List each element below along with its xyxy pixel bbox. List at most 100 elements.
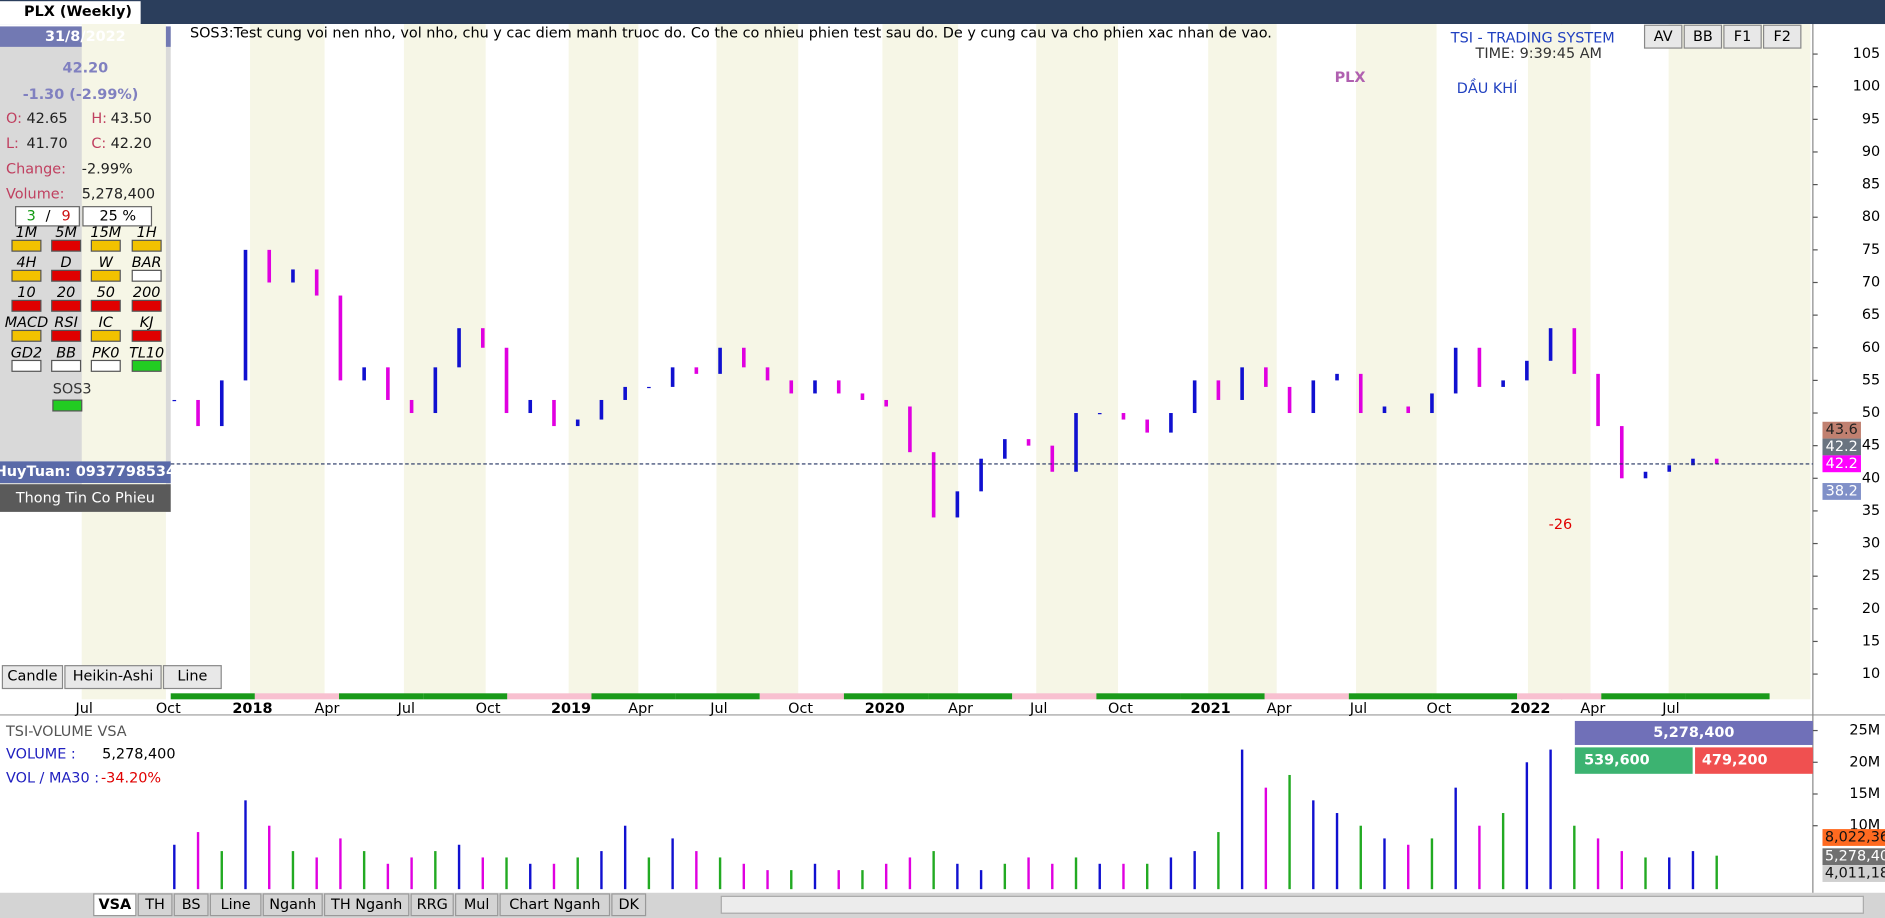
- bottom-tab[interactable]: [262, 893, 323, 917]
- bottom-tab[interactable]: [499, 893, 611, 917]
- y-tick-label: 75: [1862, 242, 1880, 258]
- bottom-tab[interactable]: [209, 893, 262, 917]
- volume-bar: [1383, 838, 1386, 890]
- x-tick-label: Jul: [1661, 701, 1679, 717]
- trend-band: [1685, 693, 1770, 700]
- signal-light: [52, 399, 83, 412]
- summary-box: [1574, 720, 1813, 745]
- candle: [1287, 386, 1292, 414]
- bottom-tab-label: RRG: [417, 897, 448, 913]
- style-button[interactable]: [1, 665, 64, 690]
- bottom-tab[interactable]: [410, 893, 454, 917]
- trend-band: [507, 693, 592, 700]
- candle: [599, 399, 604, 420]
- bottom-tab[interactable]: [611, 893, 647, 917]
- tool-button[interactable]: [1762, 24, 1802, 49]
- tool-button[interactable]: [1683, 24, 1723, 49]
- indicator-button[interactable]: [51, 359, 82, 372]
- tool-button[interactable]: [1643, 24, 1683, 49]
- volume-bar: [1525, 762, 1529, 890]
- high-label: H:: [91, 111, 107, 127]
- total: 9: [62, 208, 71, 224]
- trend-band: [1348, 693, 1433, 700]
- indicator-button[interactable]: [131, 359, 162, 372]
- candle: [1477, 347, 1482, 387]
- trend-band: [254, 693, 340, 700]
- volume-bar: [1501, 813, 1505, 890]
- indicator-button[interactable]: [11, 269, 42, 282]
- note: SOS3:Test cung voi nen nho, vol nho, chu…: [190, 26, 1272, 42]
- ratio-value: -34.20%: [101, 771, 161, 787]
- volume-bar: [1027, 857, 1030, 890]
- volume-bar: [1407, 844, 1410, 890]
- style-button[interactable]: [162, 665, 222, 690]
- style-button[interactable]: [64, 665, 162, 690]
- indicator-button[interactable]: [131, 299, 162, 312]
- bottom-tab[interactable]: [455, 893, 499, 917]
- y-tick-label: 40: [1862, 470, 1880, 486]
- indicator-button[interactable]: [131, 239, 162, 252]
- stripe: [1527, 24, 1591, 700]
- price-tag-label: 42.2: [1826, 439, 1858, 455]
- y-tick-label: 30: [1862, 536, 1880, 552]
- bottom-tab[interactable]: [93, 893, 137, 917]
- trend-band: [1432, 693, 1518, 700]
- tool-button[interactable]: [1723, 24, 1762, 49]
- indicator-button[interactable]: [11, 299, 42, 312]
- volume-bar: [505, 857, 508, 890]
- bottom-tab[interactable]: [137, 893, 173, 917]
- indicator-button[interactable]: [131, 269, 162, 282]
- candle: [1596, 373, 1600, 427]
- contact-bar: [0, 461, 171, 484]
- indicator-button[interactable]: [51, 239, 82, 252]
- indicator-button[interactable]: [11, 329, 42, 342]
- candle: [1430, 393, 1434, 414]
- tab[interactable]: [0, 1, 141, 25]
- x-tick-label: 2018: [232, 701, 272, 717]
- volume-bar: [1288, 774, 1291, 890]
- x-tick-label: Oct: [788, 701, 813, 717]
- candle: [742, 347, 746, 368]
- candle: [409, 399, 414, 414]
- indicator-button[interactable]: [90, 299, 121, 312]
- candle: [908, 406, 912, 453]
- x-tick-label: Apr: [1267, 701, 1292, 717]
- indicator-button[interactable]: [51, 269, 82, 282]
- indicator-button[interactable]: [90, 269, 121, 282]
- x-tick-label: Jul: [1349, 701, 1367, 717]
- indicator-button[interactable]: [131, 329, 162, 342]
- x-tick-label: Apr: [628, 701, 653, 717]
- indicator-button[interactable]: [11, 359, 42, 372]
- bottom-tab[interactable]: [323, 893, 410, 917]
- level-label: 4,011,18: [1825, 866, 1885, 882]
- y-tick-label: 45: [1862, 438, 1880, 454]
- y-tick-label: 20M: [1849, 754, 1880, 770]
- volume-bar: [1217, 832, 1220, 890]
- volume-bar: [813, 863, 817, 890]
- x-tick-label: Apr: [948, 701, 973, 717]
- indicator-button[interactable]: [51, 299, 82, 312]
- bottom-tab[interactable]: [173, 893, 209, 917]
- indicator-button[interactable]: [51, 329, 82, 342]
- bottom-tab-label: DK: [618, 897, 639, 913]
- scrollbar[interactable]: [720, 895, 1864, 914]
- volume-bar: [671, 838, 674, 890]
- candle: [362, 367, 366, 381]
- indicator-button[interactable]: [90, 329, 121, 342]
- volume-bar: [1169, 857, 1173, 890]
- indicator-button[interactable]: [90, 359, 121, 372]
- y-tick-label: 55: [1862, 372, 1880, 388]
- indicator-button[interactable]: [90, 239, 121, 252]
- change-pct: -2.99%: [82, 161, 133, 177]
- bottom-tab-label: BS: [182, 897, 201, 913]
- stripe: [1036, 24, 1119, 700]
- trend-band: [675, 693, 760, 700]
- button-label: 10: [17, 285, 35, 301]
- candle: [1382, 406, 1387, 414]
- info-button[interactable]: [0, 484, 171, 512]
- bottom-tab-label: Chart Nganh: [509, 897, 600, 913]
- volume-bar: [647, 857, 651, 890]
- trend-band: [170, 693, 255, 700]
- y-tick-label: 65: [1862, 307, 1880, 323]
- indicator-button[interactable]: [11, 239, 42, 252]
